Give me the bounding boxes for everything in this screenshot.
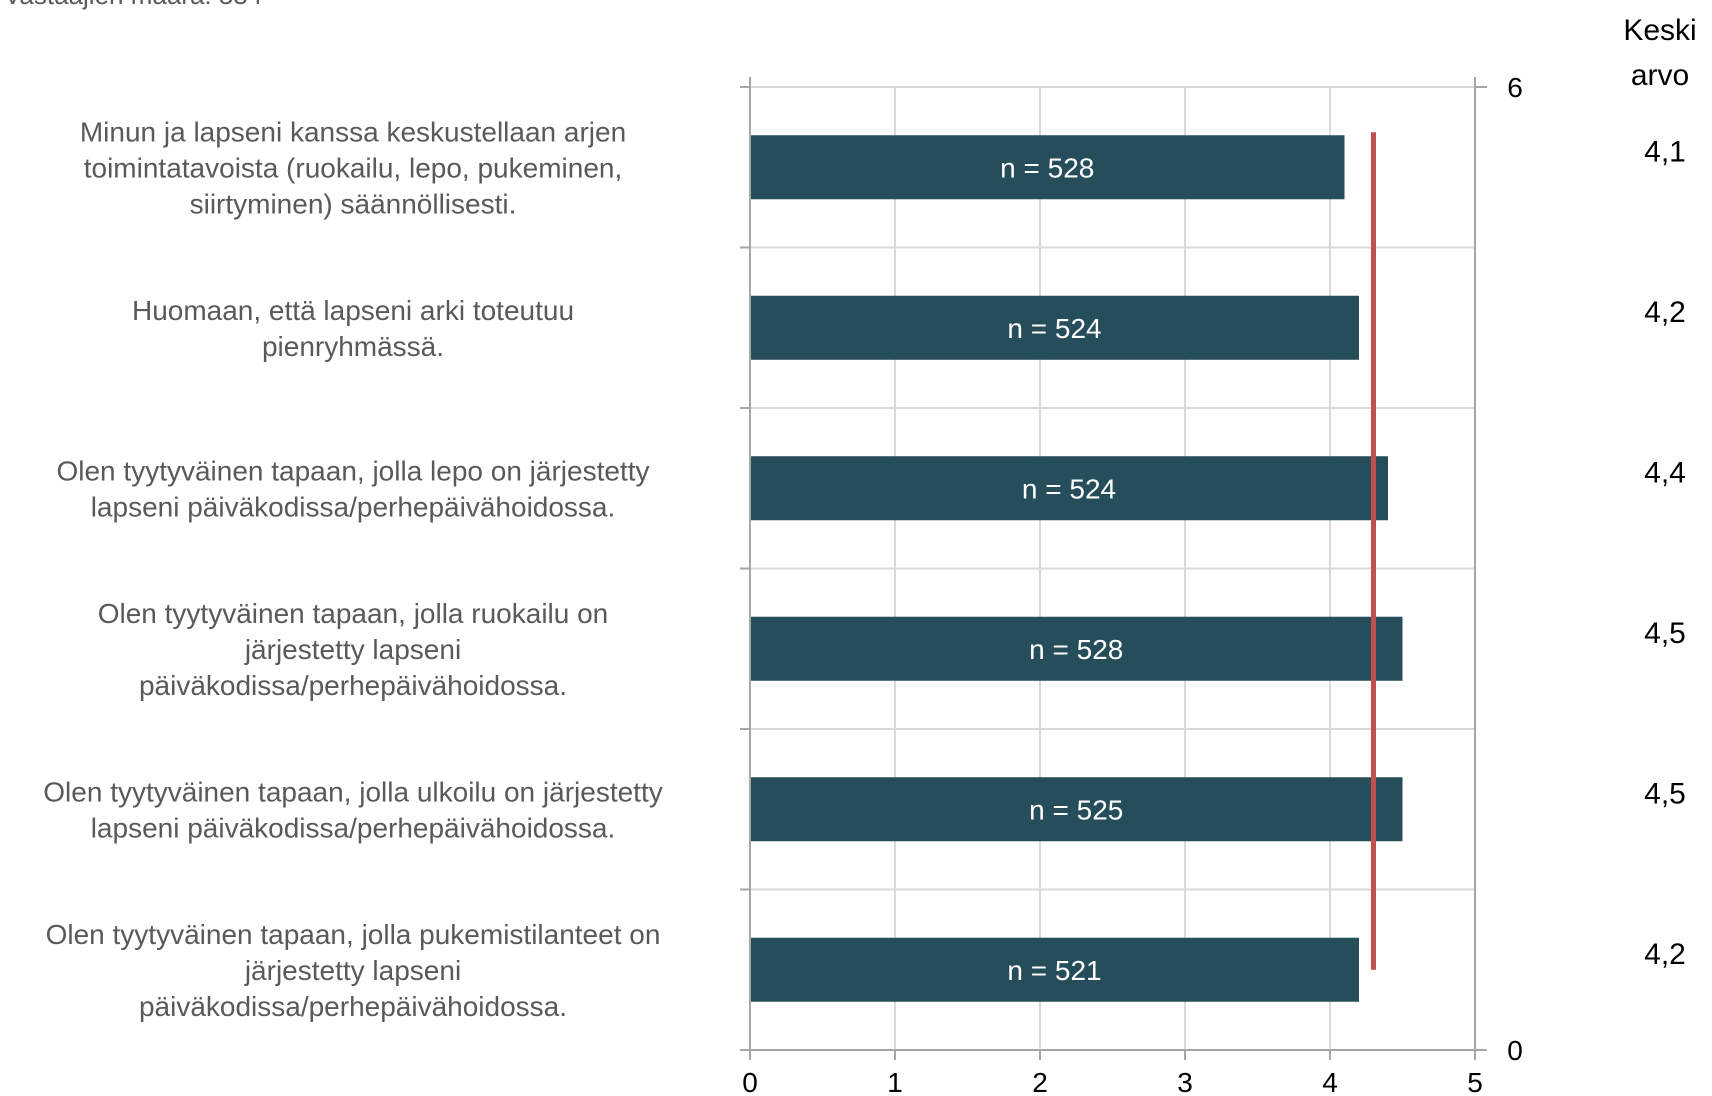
secondary-tick-label-top: 6 [1507, 72, 1523, 103]
category-label-line: siirtyminen) säännöllisesti. [190, 188, 517, 219]
bars: n = 528 n = 524 n = 524 n = 528 n = 525 n = 5… [750, 132, 1403, 1002]
secondary-tick-label-bottom: 0 [1507, 1035, 1523, 1066]
bar-n-label: n = 521 [1007, 955, 1101, 986]
bar [750, 295, 1359, 360]
axes: 0 1 2 3 4 5 6 0 [740, 72, 1523, 1096]
category-label-line: Olen tyytyväinen tapaan, jolla lepo on j… [56, 455, 649, 486]
bar-n-label: n = 524 [1007, 313, 1101, 344]
category-label-line: toimintatavoista (ruokailu, lepo, pukemi… [84, 152, 623, 183]
category-label-line: Olen tyytyväinen tapaan, jolla pukemisti… [46, 919, 661, 950]
x-tick-label: 1 [887, 1067, 903, 1096]
mean-header-line1: Keski [1623, 14, 1696, 47]
x-tick-label: 3 [1177, 1067, 1193, 1096]
category-label-line: Olen tyytyväinen tapaan, jolla ruokailu … [98, 598, 609, 629]
category-label: Olen tyytyväinen tapaan, jolla ulkoilu o… [43, 776, 662, 843]
mean-value: 4,2 [1644, 296, 1686, 329]
x-tick-label: 2 [1032, 1067, 1048, 1096]
category-label-line: Olen tyytyväinen tapaan, jolla ulkoilu o… [43, 776, 662, 807]
category-label-line: päiväkodissa/perhepäivähoidossa. [139, 991, 567, 1022]
category-label: Olen tyytyväinen tapaan, jolla lepo on j… [56, 455, 649, 522]
bar [750, 616, 1403, 681]
bar-n-label: n = 528 [1029, 634, 1123, 665]
bar [750, 777, 1403, 842]
mean-values: 4,1 4,2 4,4 4,5 4,5 4,2 [1644, 135, 1686, 971]
x-tick-label: 5 [1467, 1067, 1483, 1096]
bar [750, 937, 1359, 1002]
bar [750, 135, 1345, 200]
bar-n-label: n = 524 [1022, 473, 1116, 504]
mean-value: 4,1 [1644, 135, 1686, 168]
category-label-line: lapseni päiväkodissa/perhepäivähoidossa. [91, 812, 616, 843]
category-label: Minun ja lapseni kanssa keskustellaan ar… [80, 116, 626, 219]
mean-value: 4,2 [1644, 938, 1686, 971]
mean-value: 4,4 [1644, 456, 1686, 489]
mean-value: 4,5 [1644, 617, 1686, 650]
category-label-line: Huomaan, että lapseni arki toteutuu [132, 295, 574, 326]
mean-value: 4,5 [1644, 777, 1686, 810]
category-label-line: Minun ja lapseni kanssa keskustellaan ar… [80, 116, 626, 147]
category-label-line: päiväkodissa/perhepäivähoidossa. [139, 670, 567, 701]
bar-n-label: n = 528 [1000, 152, 1094, 183]
respondents-count: Vastaajien määrä: 554 [4, 0, 262, 10]
category-label: Olen tyytyväinen tapaan, jolla ruokailu … [98, 598, 609, 701]
x-tick-label: 0 [742, 1067, 758, 1096]
x-tick-label: 4 [1322, 1067, 1338, 1096]
mean-header-line2: arvo [1631, 59, 1689, 92]
category-label-line: järjestetty lapseni [244, 634, 461, 665]
category-labels: Minun ja lapseni kanssa keskustellaan ar… [43, 116, 662, 1022]
bar [750, 456, 1388, 521]
gridlines [750, 86, 1476, 1051]
category-label-line: lapseni päiväkodissa/perhepäivähoidossa. [91, 491, 616, 522]
bar-n-label: n = 525 [1029, 794, 1123, 825]
category-label: Olen tyytyväinen tapaan, jolla pukemisti… [46, 919, 661, 1022]
category-label-line: järjestetty lapseni [244, 955, 461, 986]
category-label-line: pienryhmässä. [262, 331, 444, 362]
category-label: Huomaan, että lapseni arki toteutuu pienr… [132, 295, 574, 362]
